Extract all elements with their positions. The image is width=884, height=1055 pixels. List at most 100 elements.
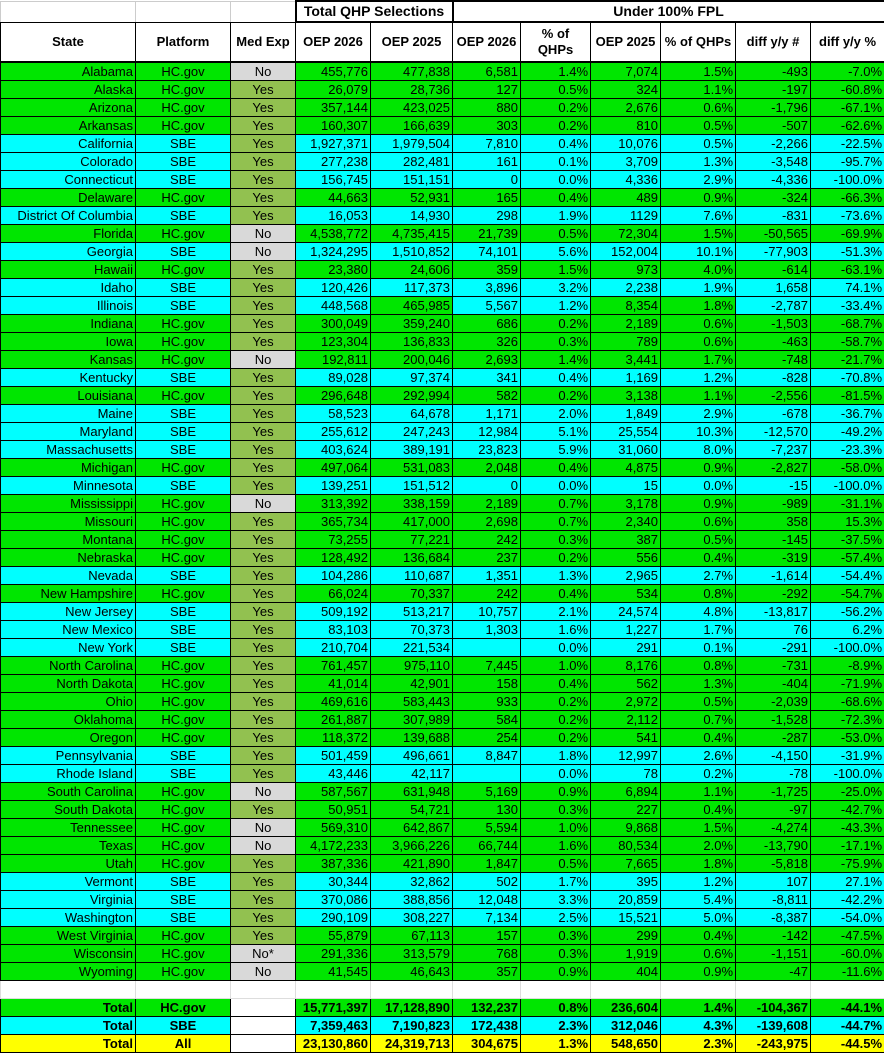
cell-total-oep-2025: 388,856 — [369, 890, 454, 909]
cell-platform: SBE — [135, 764, 231, 783]
cell-platform: SBE — [135, 440, 231, 459]
cell-state: Alabama — [0, 61, 136, 81]
cell-med-exp: No — [230, 494, 296, 513]
cell-total-oep-2026: 370,086 — [295, 890, 371, 909]
cell-state: Washington — [0, 908, 136, 927]
cell-state: Nebraska — [0, 548, 136, 567]
cell-med-exp: Yes — [230, 926, 296, 945]
cell-state: Kentucky — [0, 368, 136, 387]
cell-platform: HC.gov — [135, 80, 231, 99]
cell-state: Arkansas — [0, 116, 136, 135]
cell-total-oep-2025: 1,510,852 — [369, 242, 454, 261]
cell-diff-number: -4,150 — [735, 746, 812, 765]
cell-diff-number: -507 — [735, 116, 812, 135]
cell-fpl-pct-2025: 4.0% — [660, 260, 737, 279]
cell-fpl-oep-2026: 5,594 — [452, 818, 522, 837]
cell-total-oep-2025: 110,687 — [369, 566, 454, 585]
cell-diff-percent: -75.9% — [810, 854, 884, 873]
table-row: Massachusetts SBE Yes 403,624 389,191 23,823 5… — [0, 440, 884, 459]
table-row: Maryland SBE Yes 255,612 247,243 12,984 5.1% 25… — [0, 422, 884, 441]
cell-platform: SBE — [135, 746, 231, 765]
cell-total-oep-2026: 43,446 — [295, 764, 371, 783]
cell-state: Ohio — [0, 692, 136, 711]
table-row: Kansas HC.gov No 192,811 200,046 2,693 1.4% 3,4… — [0, 350, 884, 369]
cell-diff-number: -1,151 — [735, 944, 812, 963]
spacer-cell — [230, 980, 296, 999]
cell-total-oep-2025: 200,046 — [369, 350, 454, 369]
cell-fpl-oep-2026: 165 — [452, 188, 522, 207]
cell-med-exp: No — [230, 818, 296, 837]
cell-state: Indiana — [0, 314, 136, 333]
cell-platform: SBE — [135, 620, 231, 639]
cell-total-oep-2025: 32,862 — [369, 872, 454, 891]
cell-diff-percent: -100.0% — [810, 476, 884, 495]
cell-platform: HC.gov — [135, 386, 231, 405]
cell-state: Wyoming — [0, 962, 136, 981]
cell-fpl-pct-2026: 0.5% — [520, 80, 592, 99]
cell-diff-number: -142 — [735, 926, 812, 945]
cell-total-oep-2026: 50,951 — [295, 800, 371, 819]
cell-total-oep-2026: 403,624 — [295, 440, 371, 459]
cell-diff-percent: -17.1% — [810, 836, 884, 855]
table-row: Nebraska HC.gov Yes 128,492 136,684 237 0.2% 55… — [0, 548, 884, 567]
cell-fpl-pct-2026: 0.2% — [520, 386, 592, 405]
cell-total-oep-2025: 531,083 — [369, 458, 454, 477]
cell-fpl-oep-2025: 24,574 — [590, 602, 662, 621]
cell-fpl-pct-2026: 1.0% — [520, 656, 592, 675]
cell-total-oep-2025: 151,512 — [369, 476, 454, 495]
cell-total-oep-2025: 151,151 — [369, 170, 454, 189]
cell-fpl-pct-2026: 3.3% — [520, 890, 592, 909]
cell-fpl-oep-2026: 158 — [452, 674, 522, 693]
cell-fpl-pct-2026: 0.2% — [520, 116, 592, 135]
cell-fpl-pct-2025: 10.1% — [660, 242, 737, 261]
cell-total-oep-2025: 513,217 — [369, 602, 454, 621]
table-row: Alaska HC.gov Yes 26,079 28,736 127 0.5% 324 1.1… — [0, 80, 884, 99]
column-header-fpl-oep-2025: OEP 2025 — [590, 21, 662, 63]
cell-state: Alaska — [0, 80, 136, 99]
cell-total-oep-2026: 497,064 — [295, 458, 371, 477]
cell-diff-percent: -58.7% — [810, 332, 884, 351]
cell-fpl-oep-2025: 15 — [590, 476, 662, 495]
cell-total-oep-2025: 64,678 — [369, 404, 454, 423]
column-header-fpl-oep-2026: OEP 2026 — [452, 21, 522, 63]
cell-total-oep-2025: 54,721 — [369, 800, 454, 819]
cell-fpl-pct-2025: 4.3% — [660, 1016, 737, 1035]
cell-platform: HC.gov — [135, 944, 231, 963]
cell-diff-percent: -21.7% — [810, 350, 884, 369]
table-row: New Jersey SBE Yes 509,192 513,217 10,757 2.1%… — [0, 602, 884, 621]
cell-diff-number: -2,266 — [735, 134, 812, 153]
cell-fpl-oep-2025: 1,919 — [590, 944, 662, 963]
cell-diff-percent: -100.0% — [810, 764, 884, 783]
cell-total-oep-2025: 359,240 — [369, 314, 454, 333]
cell-diff-percent: -72.3% — [810, 710, 884, 729]
cell-med-exp: No — [230, 962, 296, 981]
cell-fpl-oep-2026: 74,101 — [452, 242, 522, 261]
group-header-row: Total QHP Selections Under 100% FPL — [0, 0, 884, 23]
cell-state: Connecticut — [0, 170, 136, 189]
cell-fpl-oep-2026: 7,134 — [452, 908, 522, 927]
spacer-cell — [135, 980, 231, 999]
cell-fpl-oep-2025: 1,169 — [590, 368, 662, 387]
cell-total-oep-2025: 583,443 — [369, 692, 454, 711]
cell-fpl-oep-2026: 12,048 — [452, 890, 522, 909]
cell-fpl-oep-2026: 933 — [452, 692, 522, 711]
cell-fpl-pct-2025: 2.9% — [660, 404, 737, 423]
cell-med-exp: Yes — [230, 116, 296, 135]
cell-fpl-pct-2026: 0.0% — [520, 476, 592, 495]
cell-state: Mississippi — [0, 494, 136, 513]
cell-fpl-pct-2026: 0.4% — [520, 674, 592, 693]
table-row: Minnesota SBE Yes 139,251 151,512 0 0.0% 15 0.0%… — [0, 476, 884, 495]
cell-state: Wisconsin — [0, 944, 136, 963]
cell-fpl-pct-2026: 0.2% — [520, 692, 592, 711]
table-row: Vermont SBE Yes 30,344 32,862 502 1.7% 395 1.2% 1… — [0, 872, 884, 891]
cell-fpl-oep-2026: 5,567 — [452, 296, 522, 315]
cell-total-oep-2026: 455,776 — [295, 61, 371, 81]
cell-diff-number: -77,903 — [735, 242, 812, 261]
cell-diff-percent: -43.3% — [810, 818, 884, 837]
cell-fpl-oep-2025: 789 — [590, 332, 662, 351]
cell-fpl-pct-2025: 5.0% — [660, 908, 737, 927]
cell-fpl-oep-2026: 6,581 — [452, 61, 522, 81]
cell-state: Colorado — [0, 152, 136, 171]
cell-fpl-pct-2025: 0.2% — [660, 764, 737, 783]
cell-diff-percent: -67.1% — [810, 98, 884, 117]
